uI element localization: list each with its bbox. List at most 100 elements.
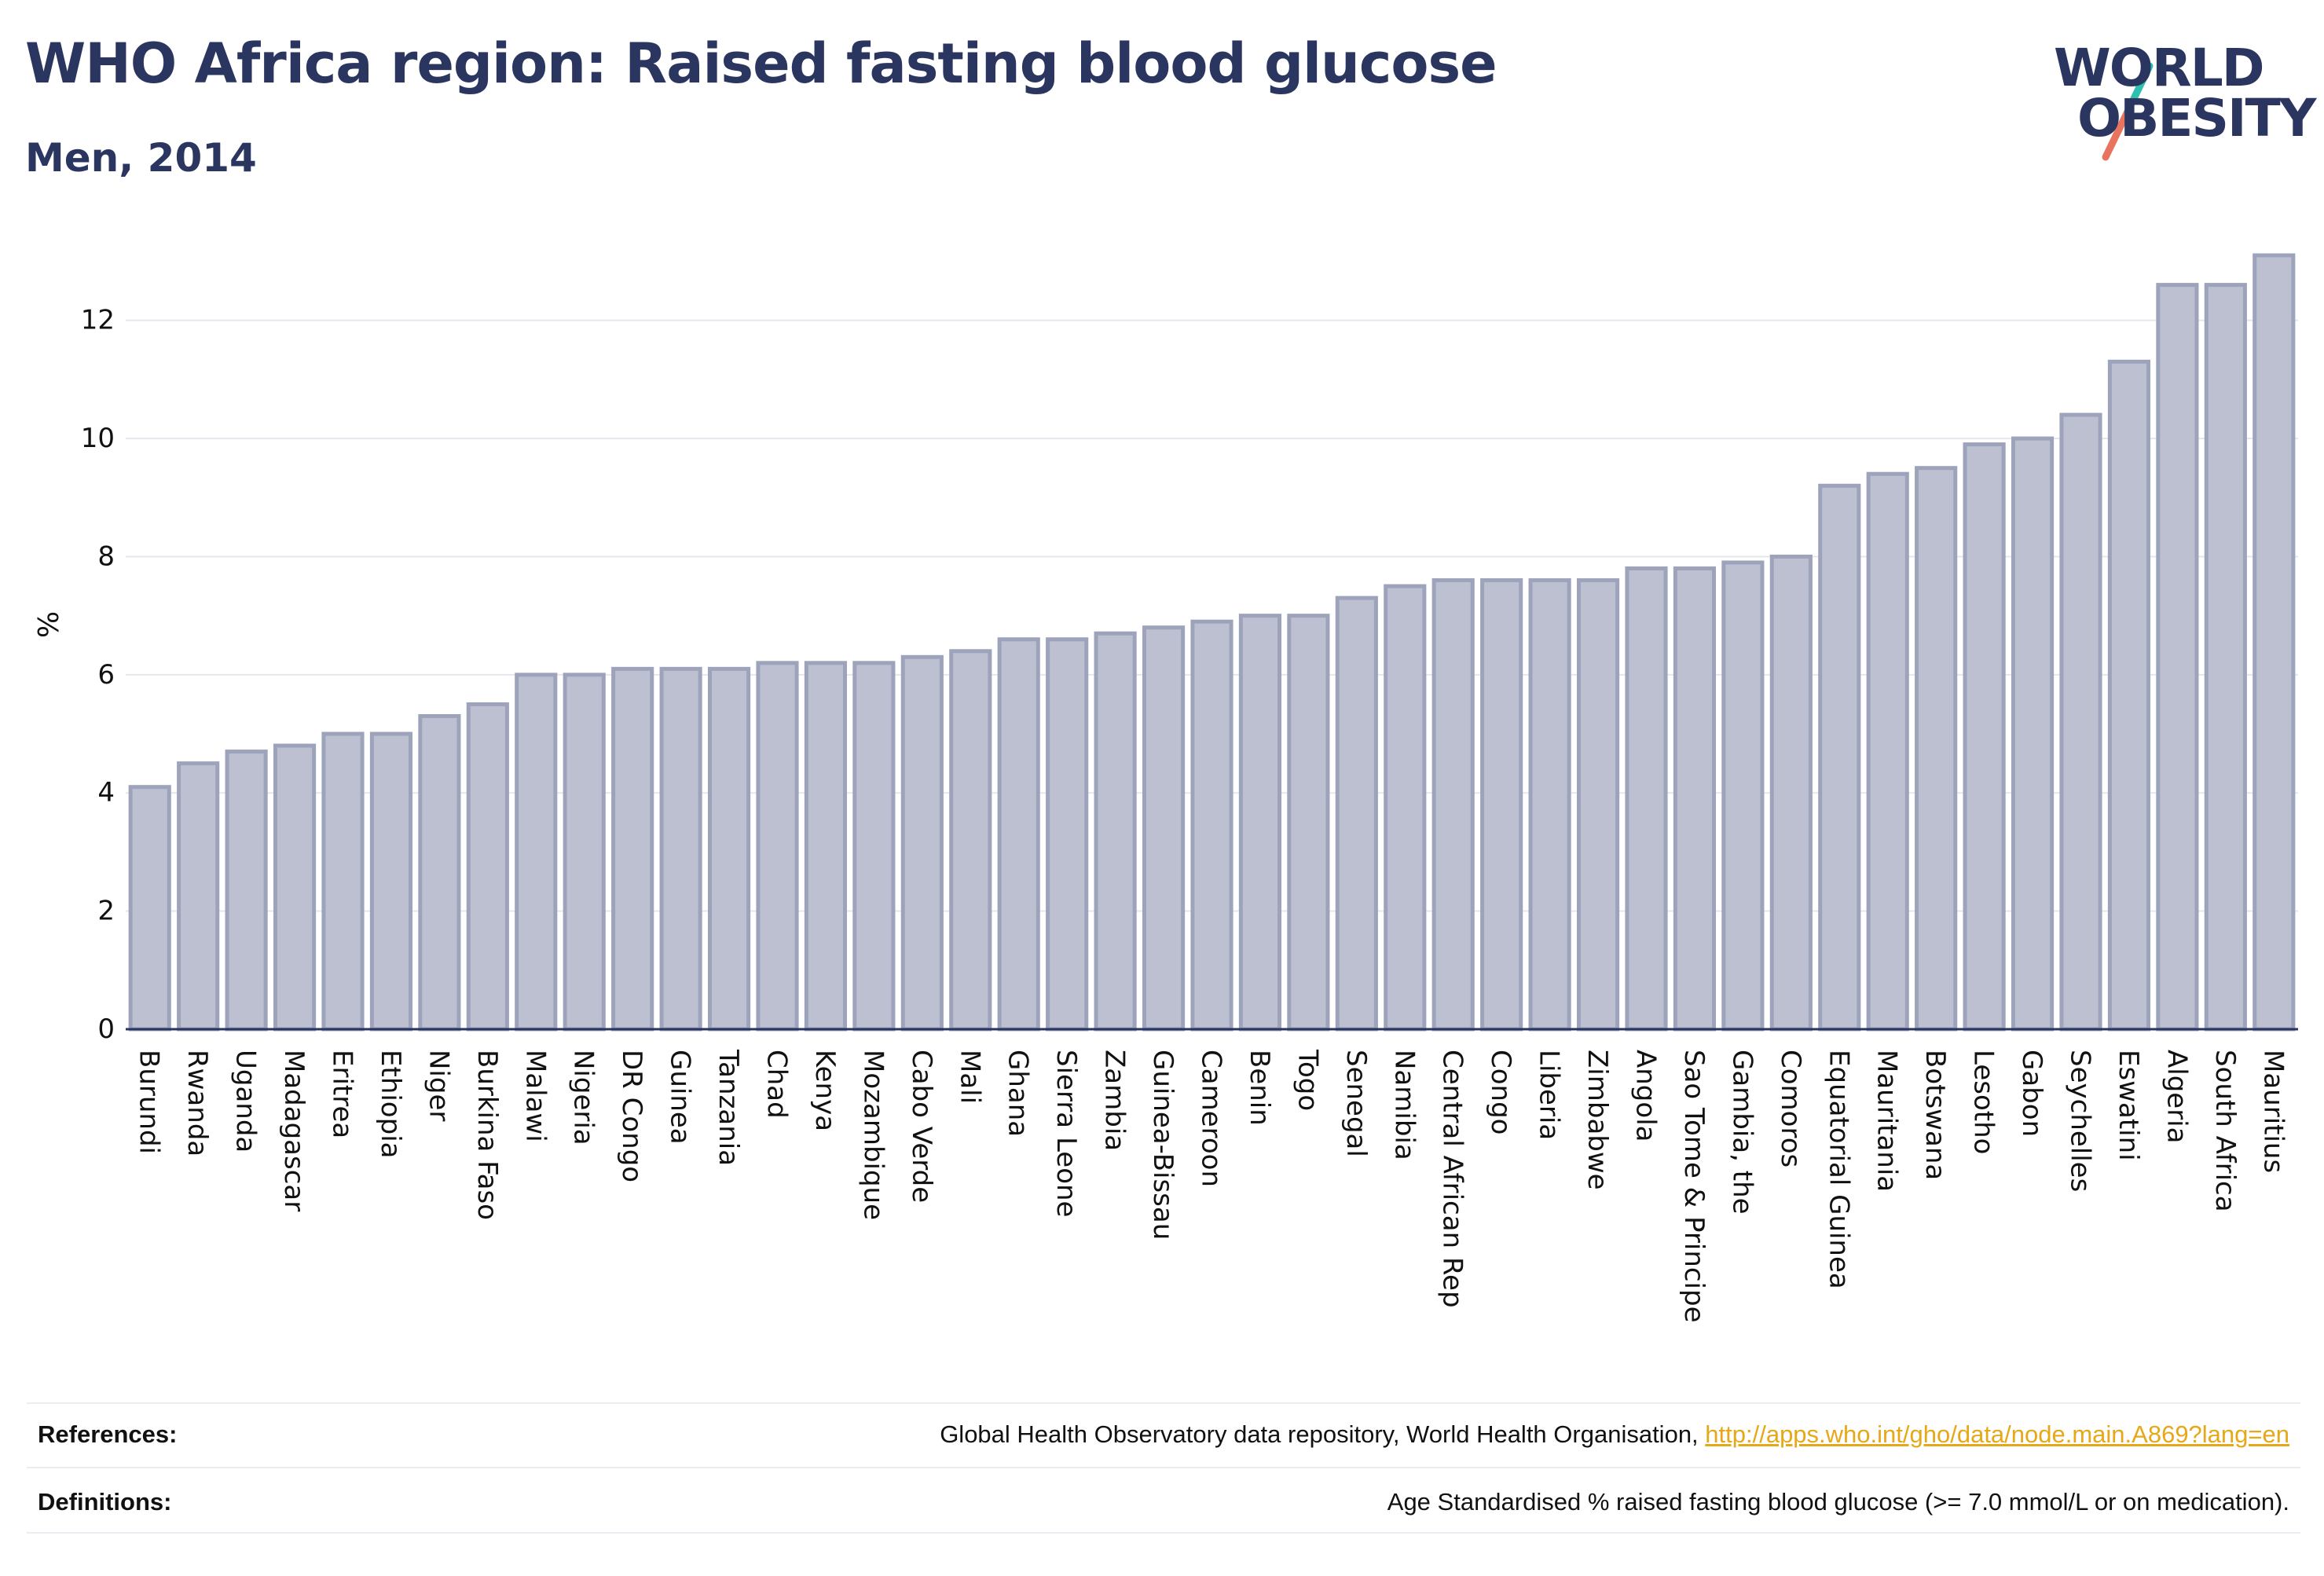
x-tick-label: Mauritania [1871, 1050, 1903, 1192]
x-tick-label: Ghana [1003, 1050, 1034, 1137]
page-subtitle: Men, 2014 [25, 135, 257, 181]
bar-cameroon [1190, 619, 1233, 1032]
x-tick-label: Cabo Verde [906, 1050, 937, 1203]
bar-chad [756, 661, 799, 1032]
x-tick-label: Tanzania [713, 1049, 744, 1166]
bar-chart: 0 2 4 6 8 10 12 Burundi Rwanda Uganda Madagascar E… [31, 253, 2298, 1323]
x-tick-label: Togo [1292, 1049, 1323, 1111]
references-value: Global Health Observatory data repositor… [940, 1420, 2289, 1449]
bar-gambia-the [1721, 560, 1765, 1032]
footer-divider-bottom [27, 1532, 2300, 1534]
x-tick-label: Rwanda [181, 1050, 213, 1156]
bar-rwanda [177, 761, 220, 1032]
bar-mali [949, 649, 992, 1032]
y-tick-label: 8 [97, 541, 115, 572]
x-tick-label: Sierra Leone [1050, 1050, 1082, 1217]
x-tick-label: Malawi [519, 1050, 551, 1142]
x-tick-label: Gambia, the [1726, 1050, 1758, 1215]
y-tick-label: 6 [97, 659, 115, 691]
x-tick-label: Burundi [134, 1050, 165, 1154]
references-label: References: [38, 1420, 178, 1448]
definitions-value: Age Standardised % raised fasting blood … [1387, 1488, 2289, 1516]
x-tick-label: Cameroon [1196, 1050, 1227, 1187]
bar-tanzania [707, 666, 751, 1032]
x-tick-label: Mauritius [2257, 1050, 2289, 1173]
y-tick-label: 12 [81, 305, 115, 336]
logo-slash-icon [2102, 62, 2154, 161]
chart-bars [128, 253, 2296, 1032]
bar-guinea-bissau [1142, 625, 1186, 1032]
bar-namibia [1384, 584, 1427, 1032]
bar-burundi [128, 785, 171, 1032]
bar-niger [418, 713, 461, 1032]
bar-guinea [659, 666, 702, 1032]
bar-central-african-rep [1431, 578, 1475, 1032]
x-tick-label: Madagascar [278, 1050, 310, 1211]
bar-gabon [2011, 436, 2055, 1032]
footer-divider-middle [27, 1467, 2300, 1468]
x-tick-label: Nigeria [568, 1050, 599, 1145]
bar-kenya [804, 661, 848, 1032]
x-tick-label: Guinea-Bissau [1147, 1050, 1178, 1240]
bar-south-africa [2204, 283, 2247, 1032]
x-tick-label: Burkina Faso [471, 1050, 503, 1220]
bar-malawi [515, 673, 558, 1032]
x-tick-label: DR Congo [616, 1050, 647, 1182]
bar-lesotho [1963, 442, 2006, 1032]
bar-senegal [1335, 596, 1378, 1032]
bar-mauritania [1866, 471, 1909, 1032]
bar-botswana [1915, 466, 1958, 1032]
x-tick-label: Eritrea [327, 1050, 358, 1138]
logo-text-world: WORLD [2054, 38, 2265, 98]
x-tick-label: Congo [1485, 1050, 1516, 1134]
bar-congo [1480, 578, 1523, 1032]
bar-zimbabwe [1576, 578, 1620, 1032]
bar-angola [1625, 566, 1668, 1032]
world-obesity-logo: WORLD OBESITY [2043, 24, 2316, 165]
x-tick-label: Liberia [1534, 1050, 1565, 1140]
x-tick-label: Comoros [1775, 1050, 1806, 1167]
x-tick-label: Angola [1630, 1050, 1662, 1142]
x-tick-label: Equatorial Guinea [1823, 1050, 1854, 1289]
x-tick-label: Zimbabwe [1582, 1050, 1613, 1190]
bar-uganda [225, 750, 268, 1032]
references-link[interactable]: http://apps.who.int/gho/data/node.main.A… [1705, 1420, 2289, 1448]
x-tick-label: Central African Rep [1437, 1050, 1468, 1308]
x-tick-label: Guinea [665, 1050, 696, 1145]
bar-togo [1287, 614, 1330, 1032]
x-tick-label: Sao Tome & Principe [1678, 1050, 1710, 1323]
bar-ghana [997, 637, 1040, 1032]
bar-dr-congo [611, 666, 654, 1032]
bar-sierra-leone [1046, 637, 1089, 1032]
bar-sao-tome-principe [1673, 566, 1717, 1032]
x-tick-label: Botswana [1919, 1050, 1951, 1180]
x-tick-label: South Africa [2209, 1050, 2241, 1212]
y-tick-label: 0 [97, 1013, 115, 1045]
x-tick-label: Lesotho [1968, 1050, 2000, 1154]
x-tick-label: Niger [423, 1050, 454, 1121]
bar-eswatini [2107, 359, 2151, 1032]
x-tick-label: Mali [954, 1050, 985, 1104]
references-text: Global Health Observatory data repositor… [940, 1420, 1706, 1448]
bar-eritrea [321, 731, 365, 1032]
footer-divider-top [27, 1402, 2300, 1404]
bar-mozambique [852, 661, 896, 1032]
x-tick-label: Namibia [1388, 1050, 1420, 1160]
bar-ethiopia [369, 731, 413, 1032]
y-tick-label: 10 [81, 423, 115, 454]
y-axis-ticks: 0 2 4 6 8 10 12 [81, 305, 115, 1045]
x-tick-label: Senegal [1340, 1050, 1372, 1157]
bar-equatorial-guinea [1818, 483, 1861, 1032]
x-tick-label: Mozambique [857, 1050, 889, 1220]
bar-nigeria [563, 673, 606, 1032]
x-tick-label: Kenya [809, 1050, 841, 1131]
bar-mauritius [2253, 253, 2296, 1032]
bar-seychelles [2059, 412, 2102, 1032]
x-tick-label: Seychelles [2065, 1050, 2096, 1192]
bar-cabo-verde [900, 654, 944, 1032]
page-title: WHO Africa region: Raised fasting blood … [25, 31, 1497, 96]
x-axis-ticks: Burundi Rwanda Uganda Madagascar Eritrea Ethi… [134, 1049, 2289, 1323]
x-tick-label: Uganda [230, 1050, 262, 1153]
bar-algeria [2156, 283, 2199, 1032]
x-tick-label: Gabon [2016, 1050, 2047, 1137]
